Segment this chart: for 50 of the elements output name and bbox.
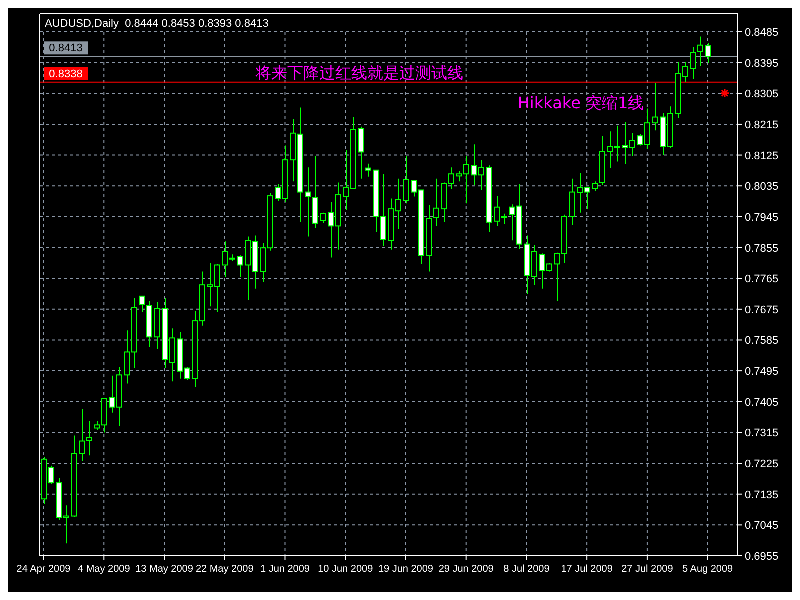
- candlestick: [652, 82, 658, 132]
- candlestick: [140, 296, 146, 313]
- candlestick: [404, 155, 410, 204]
- y-tick-label: 0.7315: [745, 428, 779, 440]
- x-tick-label: 8 Jul 2009: [504, 564, 550, 575]
- annotation: Hikkake 突缩1线: [518, 93, 644, 112]
- x-tick-label: 29 Jun 2009: [438, 564, 494, 575]
- y-tick-label: 0.8125: [745, 150, 779, 162]
- x-tick-label: 4 May 2009: [78, 564, 131, 575]
- y-tick-label: 0.7855: [745, 242, 779, 255]
- y-tick-label: 0.7675: [745, 304, 779, 316]
- x-tick-label: 5 Aug 2009: [682, 564, 734, 575]
- y-tick-label: 0.7405: [745, 396, 779, 409]
- x-tick-label: 22 May 2009: [196, 564, 254, 575]
- candlestick: [86, 420, 92, 456]
- x-tick-label: 1 Jun 2009: [260, 564, 310, 575]
- x-tick-label: 10 Jun 2009: [318, 564, 374, 575]
- y-tick-label: 0.7765: [745, 274, 779, 286]
- x-tick-label: 19 Jun 2009: [378, 564, 434, 575]
- x-tick-label: 17 Jul 2009: [561, 564, 614, 575]
- ref-line-label: 0.8413: [49, 42, 83, 55]
- y-tick-label: 0.7225: [745, 458, 779, 471]
- y-tick-label: 0.8485: [745, 27, 779, 39]
- y-tick-label: 0.8395: [745, 58, 779, 70]
- y-tick-label: 0.8035: [745, 181, 779, 194]
- annotation: 将来下降过红线就是过测试线: [254, 63, 464, 82]
- y-tick-label: 0.6955: [745, 551, 779, 563]
- y-tick-label: 0.8215: [745, 119, 779, 132]
- x-tick-label: 24 Apr 2009: [16, 564, 72, 575]
- y-tick-label: 0.7585: [745, 335, 779, 348]
- y-tick-label: 0.7945: [745, 212, 779, 224]
- candlestick: [238, 255, 244, 278]
- ref-line-label: 0.8338: [49, 68, 83, 80]
- candlestick: [690, 46, 696, 80]
- x-tick-label: 27 Jul 2009: [622, 564, 674, 575]
- candlestick: [358, 126, 364, 180]
- candlestick: [306, 167, 312, 238]
- candlestick: [698, 36, 704, 67]
- chart-title: AUDUSD,Daily 0.8444 0.8453 0.8393 0.8413: [45, 18, 269, 30]
- candlestick: [434, 178, 440, 227]
- x-tick-label: 13 May 2009: [136, 564, 194, 575]
- candlestick: [592, 181, 598, 192]
- y-tick-label: 0.8305: [745, 88, 779, 101]
- candlestick: [366, 163, 372, 178]
- candlestick: [706, 42, 712, 64]
- y-tick-label: 0.7495: [745, 366, 779, 378]
- y-tick-label: 0.7045: [745, 520, 779, 532]
- candlestick: [320, 212, 326, 224]
- y-tick-label: 0.7135: [745, 489, 779, 502]
- candlestick: [80, 408, 86, 462]
